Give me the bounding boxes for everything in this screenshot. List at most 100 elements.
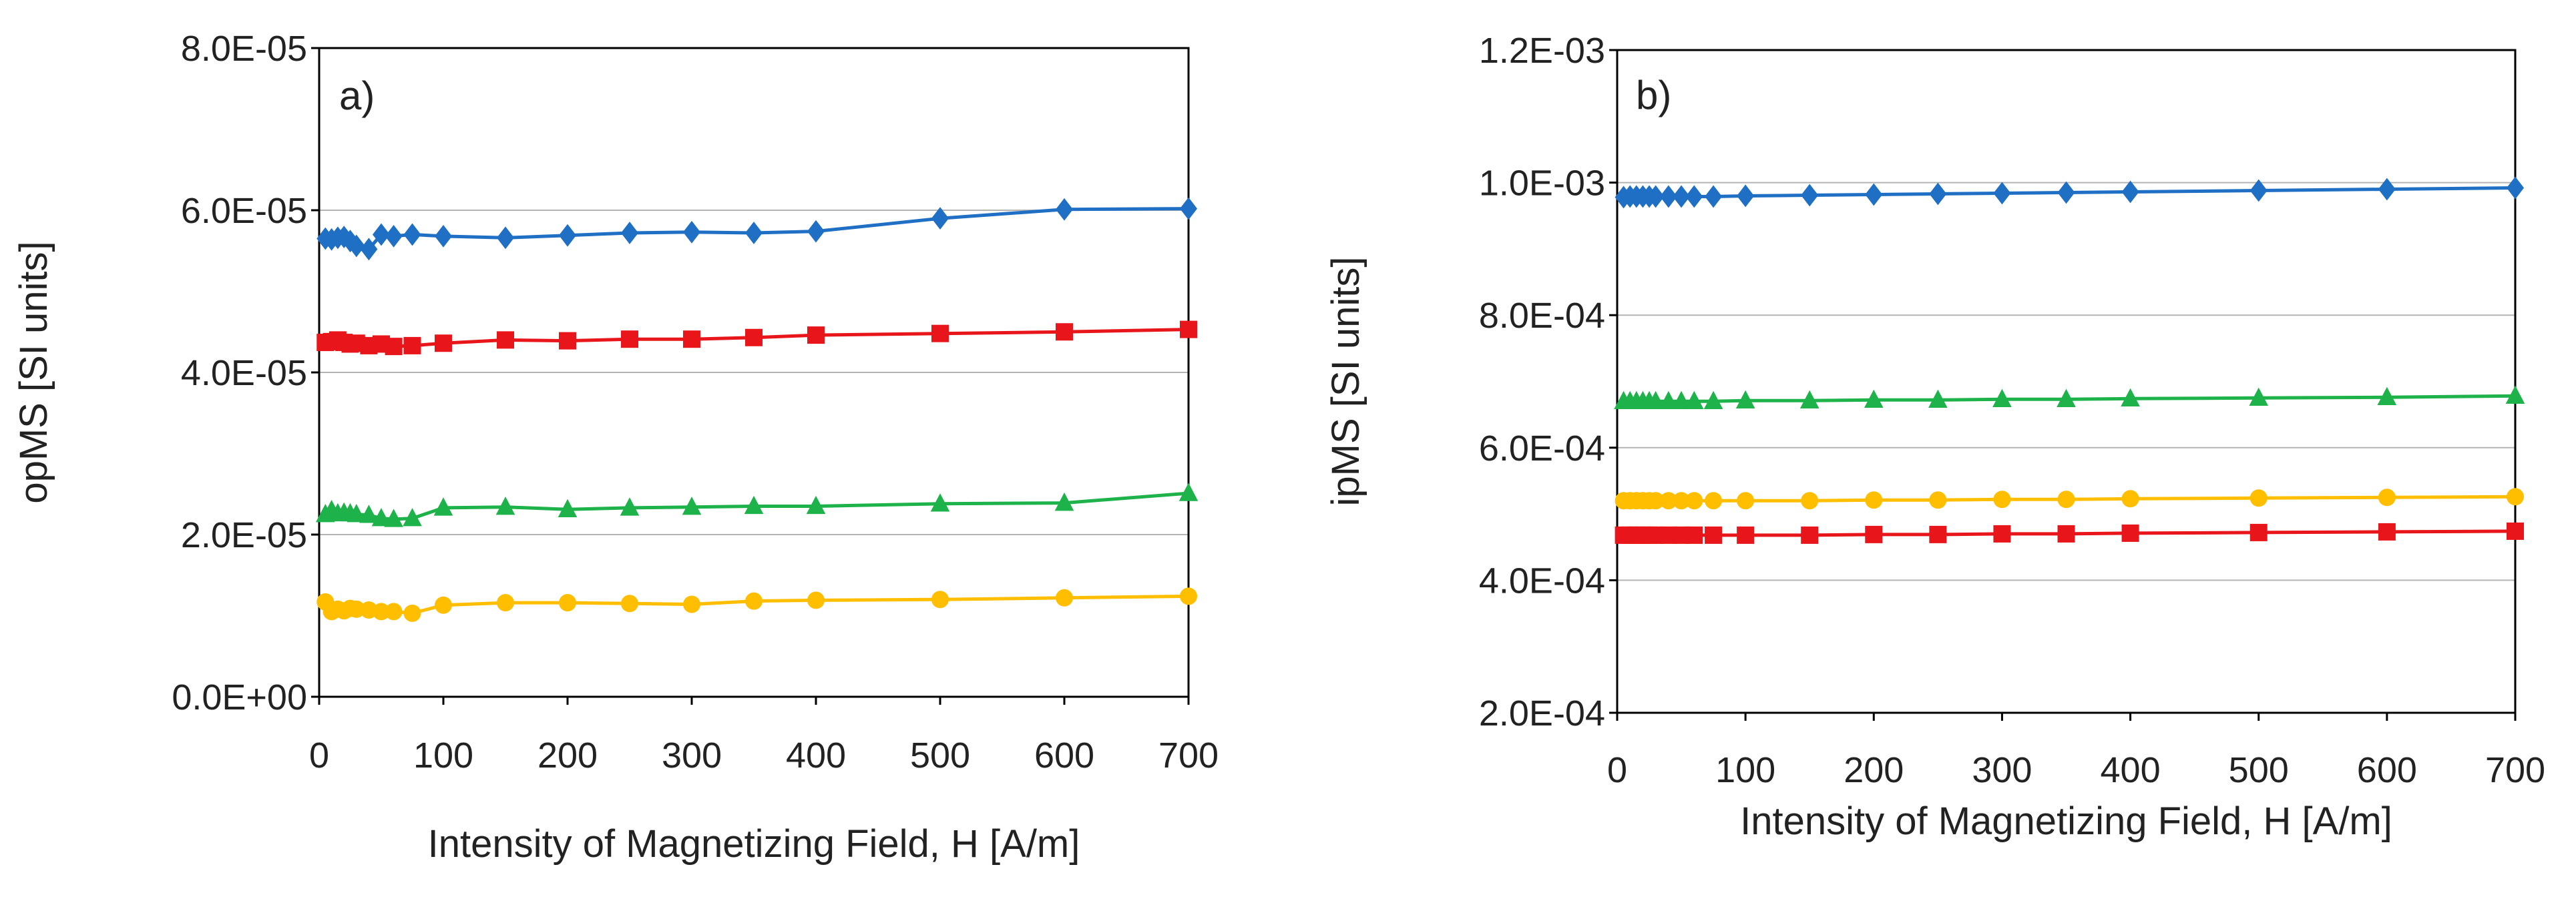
panel-b-blue-point xyxy=(1673,185,1691,208)
panel-b-green-point xyxy=(2057,388,2076,408)
panel-a-y-axis-title: opMS [SI units] xyxy=(12,241,55,503)
panel-a-green-point xyxy=(1178,483,1199,501)
panel-b-red-point xyxy=(1865,525,1883,543)
panel-b-blue-point xyxy=(1659,185,1677,208)
panel-b-x-tick-label: 400 xyxy=(2101,750,2161,790)
panel-b-yellow-point xyxy=(2507,488,2524,506)
panel-b-panel-label: b) xyxy=(1636,73,1671,117)
panel-b-y-axis-title: ipMS [SI units] xyxy=(1324,257,1367,507)
panel-b-y-tick-label: 1.2E-03 xyxy=(1479,31,1605,71)
panel-a-yellow-point xyxy=(373,603,390,621)
panel-a-y-tick-label: 2.0E-05 xyxy=(181,515,307,555)
panel-b-blue-point xyxy=(1685,185,1703,208)
panel-a-green-point xyxy=(371,508,391,527)
panel-a-red-point xyxy=(931,324,949,342)
panel-a-green-point xyxy=(558,499,578,518)
panel-b-green-point xyxy=(1671,390,1691,409)
panel-a-yellow-point xyxy=(1180,587,1197,605)
panel-b-green-point xyxy=(1684,390,1704,409)
panel-b-y-tick-label: 6.0E-04 xyxy=(1479,428,1605,469)
panel-a-yellow-point xyxy=(745,592,763,610)
panel-a-y-tick-label: 6.0E-05 xyxy=(181,191,307,231)
panel-a-red-point xyxy=(1056,323,1073,341)
panel-a-red-point xyxy=(621,330,638,348)
panel-b-x-tick-label: 300 xyxy=(1972,750,2032,790)
panel-a-blue-point xyxy=(807,220,825,243)
panel-b-yellow-point xyxy=(1705,492,1723,510)
panel-a-yellow-point xyxy=(621,595,638,613)
panel-a-series-red xyxy=(316,320,1197,356)
panel-b-green-point xyxy=(2121,388,2140,407)
panel-a-green-point xyxy=(403,508,422,527)
panel-a-x-tick-label: 600 xyxy=(1034,735,1094,776)
panel-a-blue-point xyxy=(559,224,576,247)
panel-b-series-blue xyxy=(1615,176,2524,209)
panel-a-panel-label: a) xyxy=(339,73,375,118)
panel-b-yellow-point xyxy=(1801,492,1819,510)
panel-a-y-tick-label: 0.0E+00 xyxy=(172,677,307,717)
panel-a-green-point xyxy=(620,497,640,516)
panel-a-green-point xyxy=(347,504,367,523)
panel-b-blue-point xyxy=(2378,178,2396,201)
panel-b-red-point xyxy=(1801,526,1819,544)
panel-a-blue-point xyxy=(1056,198,1073,221)
panel-b-blue-point xyxy=(2507,176,2524,200)
panel-b-yellow-point xyxy=(1929,491,1947,509)
panel-b-green-point xyxy=(1646,390,1665,409)
panel-a-x-tick-label: 300 xyxy=(662,735,722,776)
panel-b-yellow-point xyxy=(1737,492,1755,510)
panel-a-blue-point xyxy=(347,234,365,258)
panel-a-yellow-point xyxy=(403,604,421,622)
panel-b-y-tick-label: 2.0E-04 xyxy=(1479,693,1605,733)
panel-b-red-point xyxy=(1705,526,1723,544)
panel-a-red-point xyxy=(559,332,576,350)
panel-a-blue-point xyxy=(1180,197,1197,220)
panel-a-blue-point xyxy=(931,207,949,230)
panel-a-red-point xyxy=(497,331,514,349)
panel-b-yellow-point xyxy=(2249,489,2268,507)
panel-a-green-point xyxy=(806,495,826,515)
panel-b-yellow-point xyxy=(1865,491,1883,509)
panel-a-green-point xyxy=(495,497,515,515)
panel-b-red-point xyxy=(2057,525,2075,543)
panel-a-red-point xyxy=(745,328,763,346)
panel-a-red-point xyxy=(435,334,452,352)
panel-b-series-yellow xyxy=(1615,488,2524,510)
panel-b-red-point xyxy=(2121,524,2139,542)
panel-a-blue-point xyxy=(683,220,700,244)
panel-a-yellow-point xyxy=(807,591,825,609)
panel-b-x-tick-label: 700 xyxy=(2485,750,2545,790)
panel-a-x-tick-label: 200 xyxy=(538,735,598,776)
panel-a-green-point xyxy=(384,509,403,527)
panel-b-green-point xyxy=(1928,389,1948,408)
panel-a-yellow-point xyxy=(931,591,949,609)
panel-a-series-green xyxy=(316,483,1199,527)
panel-a-blue-point xyxy=(497,226,514,250)
panel-b-red-point xyxy=(1685,526,1703,544)
panel-b-green-point xyxy=(2377,386,2397,406)
panel-b-blue-point xyxy=(1929,182,1947,206)
panel-a-red-point xyxy=(1180,320,1197,338)
panel-a-yellow-point xyxy=(385,603,403,621)
panel-a-green-point xyxy=(744,495,764,515)
panel-b-red-point xyxy=(2378,523,2396,541)
panel-a-green-point xyxy=(359,505,379,523)
panel-b-red-point xyxy=(1737,526,1755,544)
panel-b-series-green xyxy=(1614,385,2525,409)
panel-b-plot-frame xyxy=(1616,49,2517,714)
panel-a-yellow-point xyxy=(497,594,514,612)
panel-a-blue-point xyxy=(373,223,390,246)
panel-b-y-tick-label: 1.0E-03 xyxy=(1479,164,1605,204)
panel-a-x-tick-label: 0 xyxy=(309,735,329,776)
panel-a-series-yellow xyxy=(316,587,1197,622)
panel-b-green-point xyxy=(1864,389,1884,408)
panel-a-x-axis-title: Intensity of Magnetizing Field, H [A/m] xyxy=(428,822,1080,866)
panel-a-blue-point xyxy=(435,224,452,248)
panel-a-x-tick-label: 100 xyxy=(413,735,473,776)
panel-b-x-tick-label: 0 xyxy=(1607,750,1627,790)
panel-a-yellow-point xyxy=(1056,589,1073,607)
panel-b-blue-point xyxy=(1737,184,1755,208)
panel-b-green-point xyxy=(1735,390,1755,408)
